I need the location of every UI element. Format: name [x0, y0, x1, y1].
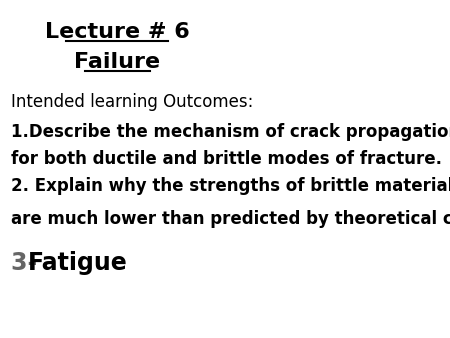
Text: are much lower than predicted by theoretical calculations.: are much lower than predicted by theoret…: [11, 210, 450, 228]
Text: 2. Explain why the strengths of brittle materials: 2. Explain why the strengths of brittle …: [11, 177, 450, 195]
Text: 1.Describe the mechanism of crack propagation: 1.Describe the mechanism of crack propag…: [11, 123, 450, 141]
Text: for both ductile and brittle modes of fracture.: for both ductile and brittle modes of fr…: [11, 150, 441, 168]
Text: Fatigue: Fatigue: [28, 251, 128, 275]
Text: Failure: Failure: [74, 52, 161, 72]
Text: Intended learning Outcomes:: Intended learning Outcomes:: [11, 93, 253, 111]
Text: Lecture # 6: Lecture # 6: [45, 22, 190, 42]
Text: 3-: 3-: [11, 251, 45, 275]
